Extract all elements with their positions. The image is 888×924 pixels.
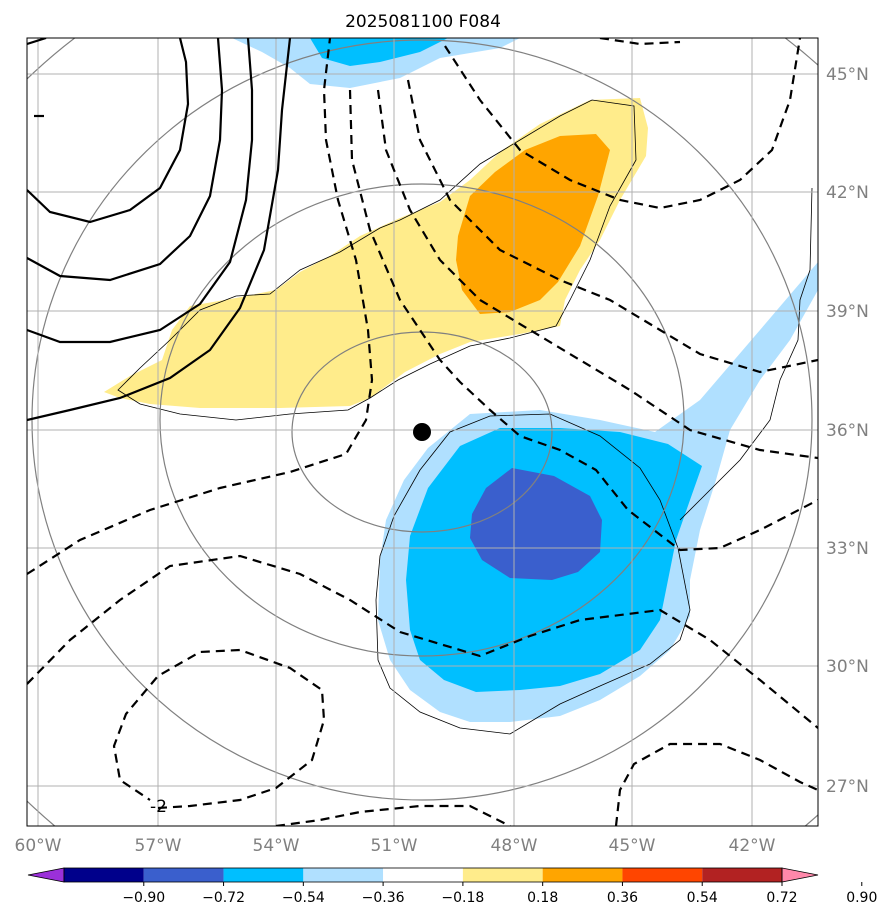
solid-contours — [27, 38, 292, 422]
map-frame — [26, 37, 819, 827]
storm-center-dot — [413, 423, 431, 441]
lon-label: 45°W — [609, 836, 656, 856]
colorbar-segment — [702, 868, 782, 882]
lon-label: 42°W — [729, 836, 776, 856]
colorbar-tick-label: −0.90 — [122, 890, 165, 906]
lat-label: 36°N — [826, 421, 869, 441]
colorbar-segment — [462, 868, 543, 882]
thin-contours — [117, 99, 813, 735]
colorbar-segment — [303, 868, 384, 882]
colorbar-ticks: −0.90 −0.72 −0.54 −0.36 −0.18 0.18 0.36 0.54 0.7… — [122, 882, 877, 906]
colorbar-tick-label: 0.18 — [527, 890, 558, 906]
lat-label: 39°N — [826, 302, 869, 322]
colorbar-tick-label: 0.54 — [687, 890, 718, 906]
colorbar-segment — [542, 868, 623, 882]
dashed-contours — [27, 38, 818, 826]
colorbar: −0.90 −0.72 −0.54 −0.36 −0.18 0.18 0.36 0.54 0.7… — [27, 867, 877, 906]
colorbar-tick-label: 0.72 — [766, 890, 797, 906]
lon-label: 48°W — [491, 836, 538, 856]
lat-label: 33°N — [826, 539, 869, 559]
lat-label: 42°N — [826, 183, 869, 203]
colorbar-tick-label: 0.90 — [846, 890, 877, 906]
colorbar-tick-label: −0.18 — [441, 890, 484, 906]
lon-label: 54°W — [253, 836, 300, 856]
lon-label: 60°W — [15, 836, 62, 856]
colorbar-frame — [63, 867, 783, 883]
colorbar-segment — [223, 868, 304, 882]
shade-neg-dark — [470, 468, 602, 580]
colorbar-segment — [143, 868, 224, 882]
lat-label: 27°N — [826, 777, 869, 797]
lat-labels: 45°N 42°N 39°N 36°N 33°N 30°N 27°N — [826, 65, 869, 797]
colorbar-tick-label: 0.36 — [607, 890, 638, 906]
shade-neg-mid-top — [310, 38, 448, 66]
contour-label: -2 — [150, 797, 167, 817]
colorbar-segment — [383, 868, 463, 882]
colorbar-segment — [64, 868, 144, 882]
colorbar-segment — [622, 868, 703, 882]
colorbar-tick-label: −0.54 — [282, 890, 325, 906]
lat-label: 45°N — [826, 65, 869, 85]
colorbar-extend-low — [27, 867, 65, 883]
colorbar-extend-high — [781, 867, 819, 883]
colorbar-segments — [27, 867, 819, 883]
lon-label: 57°W — [135, 836, 182, 856]
shade-pos-mid — [456, 134, 610, 314]
map-title: 2025081100 F084 — [345, 12, 501, 32]
lon-label: 51°W — [371, 836, 418, 856]
lon-labels: 60°W 57°W 54°W 51°W 48°W 45°W 42°W — [15, 836, 776, 856]
colorbar-tick-label: −0.72 — [202, 890, 245, 906]
lat-label: 30°N — [826, 657, 869, 677]
shaded-field — [104, 38, 818, 722]
colorbar-tick-label: −0.36 — [362, 890, 405, 906]
